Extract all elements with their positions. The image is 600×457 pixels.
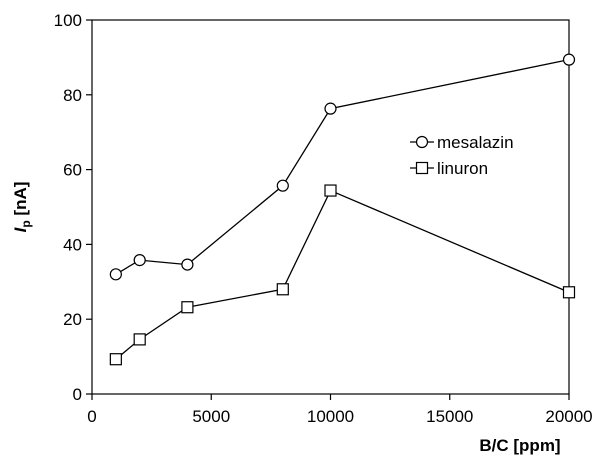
data-point-mesalazin: [562, 53, 576, 66]
legend-marker: [415, 161, 429, 175]
plot-frame: [91, 19, 570, 395]
series-mesalazin: [109, 53, 576, 281]
data-point-mesalazin: [109, 268, 122, 281]
data-point-linuron: [109, 353, 122, 366]
x-tick-label: 5000: [192, 407, 230, 426]
x-axis-title: B/C [ppm]: [479, 436, 560, 455]
y-axis-title-subscript: p: [19, 220, 33, 227]
data-point-mesalazin: [324, 102, 337, 115]
y-tick-label: 80: [63, 86, 82, 105]
data-point-mesalazin: [133, 254, 146, 267]
data-point-linuron: [133, 333, 146, 346]
y-axis-title: Ip [nA]: [11, 182, 33, 233]
data-point-linuron: [562, 286, 576, 299]
legend-marker: [415, 135, 429, 149]
y-tick-label: 20: [63, 310, 82, 329]
data-point-linuron: [276, 283, 289, 296]
x-tick-label: 15000: [426, 407, 473, 426]
data-point-linuron: [324, 184, 337, 197]
y-axis: 0 20 40 60 80 100: [54, 11, 92, 404]
y-tick-label: 60: [63, 161, 82, 180]
y-tick-label: 40: [63, 235, 82, 254]
x-axis: 0 5000 10000 15000 20000: [87, 394, 593, 426]
x-tick-label: 20000: [545, 407, 592, 426]
legend-entry-mesalazin: mesalazin: [410, 133, 514, 152]
data-point-linuron: [181, 301, 194, 314]
data-point-mesalazin: [276, 179, 289, 192]
y-tick-label: 100: [54, 11, 82, 30]
legend-label: mesalazin: [437, 133, 514, 152]
series-linuron: [109, 184, 576, 366]
legend-label: linuron: [437, 159, 488, 178]
series-layer: [109, 53, 576, 366]
legend-entry-linuron: linuron: [410, 159, 488, 178]
data-point-mesalazin: [181, 258, 194, 271]
y-tick-label: 0: [73, 385, 82, 404]
legend: mesalazin linuron: [410, 133, 514, 178]
x-tick-label: 10000: [307, 407, 354, 426]
y-axis-title-symbol: I: [11, 226, 30, 232]
series-line-linuron: [115, 189, 570, 360]
series-line-mesalazin: [115, 59, 570, 275]
y-axis-title-unit: [nA]: [11, 182, 30, 221]
x-tick-label: 0: [87, 407, 96, 426]
